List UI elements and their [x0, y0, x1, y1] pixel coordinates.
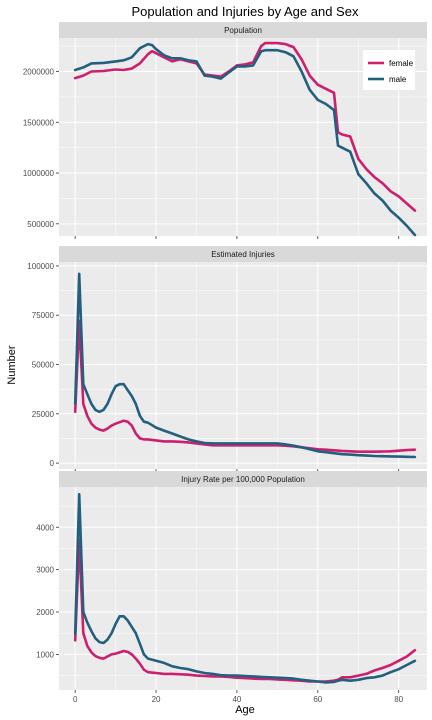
series-line-male — [73, 42, 417, 237]
y-tick-label: 1000000 — [23, 169, 55, 178]
facet-panel: Estimated Injuries 0 25000 50000 75000 100000 — [27, 246, 427, 472]
x-tick-label: 80 — [394, 695, 403, 704]
y-tick-label: 500000 — [27, 220, 54, 229]
y-axis-title: Number — [6, 345, 18, 384]
facet-strip — [59, 246, 427, 262]
y-tick-label: 0 — [50, 459, 55, 468]
panel-background — [59, 487, 427, 690]
legend-box — [363, 50, 415, 90]
x-tick-label: 60 — [313, 695, 322, 704]
legend: female male — [363, 50, 415, 90]
series-line-male — [73, 492, 417, 684]
facet-strip — [59, 22, 427, 38]
facet-panel: Population 500000 1000000 1500000 2000000 fem… — [23, 22, 427, 239]
x-tick-label: 0 — [73, 695, 78, 704]
y-tick-label: 50000 — [32, 361, 55, 370]
y-tick-label: 2000000 — [23, 68, 55, 77]
y-tick-label: 4000 — [36, 523, 54, 532]
series-line-female — [73, 41, 417, 212]
y-tick-label: 3000 — [36, 566, 54, 575]
y-tick-label: 2000 — [36, 608, 54, 617]
facet-panels: Population500000100000015000002000000fem… — [23, 22, 427, 704]
series-line-male — [73, 272, 417, 459]
facet-strip-label: Estimated Injuries — [211, 250, 275, 259]
x-tick-label: 40 — [232, 695, 241, 704]
chart-title: Population and Injuries by Age and Sex — [132, 4, 359, 19]
facet-strip — [59, 471, 427, 487]
y-tick-label: 1500000 — [23, 118, 55, 127]
x-axis-title: Age — [235, 704, 255, 716]
y-tick-label: 75000 — [32, 311, 55, 320]
facet-strip-label: Population — [224, 26, 262, 35]
panel-background — [59, 262, 427, 469]
series-line-female — [73, 319, 417, 454]
series-line-female — [73, 538, 417, 683]
y-tick-label: 1000 — [36, 650, 54, 659]
y-tick-label: 100000 — [27, 262, 54, 271]
x-tick-label: 20 — [152, 695, 161, 704]
legend-label-male: male — [389, 75, 407, 84]
y-tick-label: 25000 — [32, 410, 55, 419]
facet-panel: Injury Rate per 100,000 Population 1000 20… — [36, 471, 427, 704]
facet-strip-label: Injury Rate per 100,000 Population — [181, 475, 305, 484]
legend-label-female: female — [389, 59, 414, 68]
